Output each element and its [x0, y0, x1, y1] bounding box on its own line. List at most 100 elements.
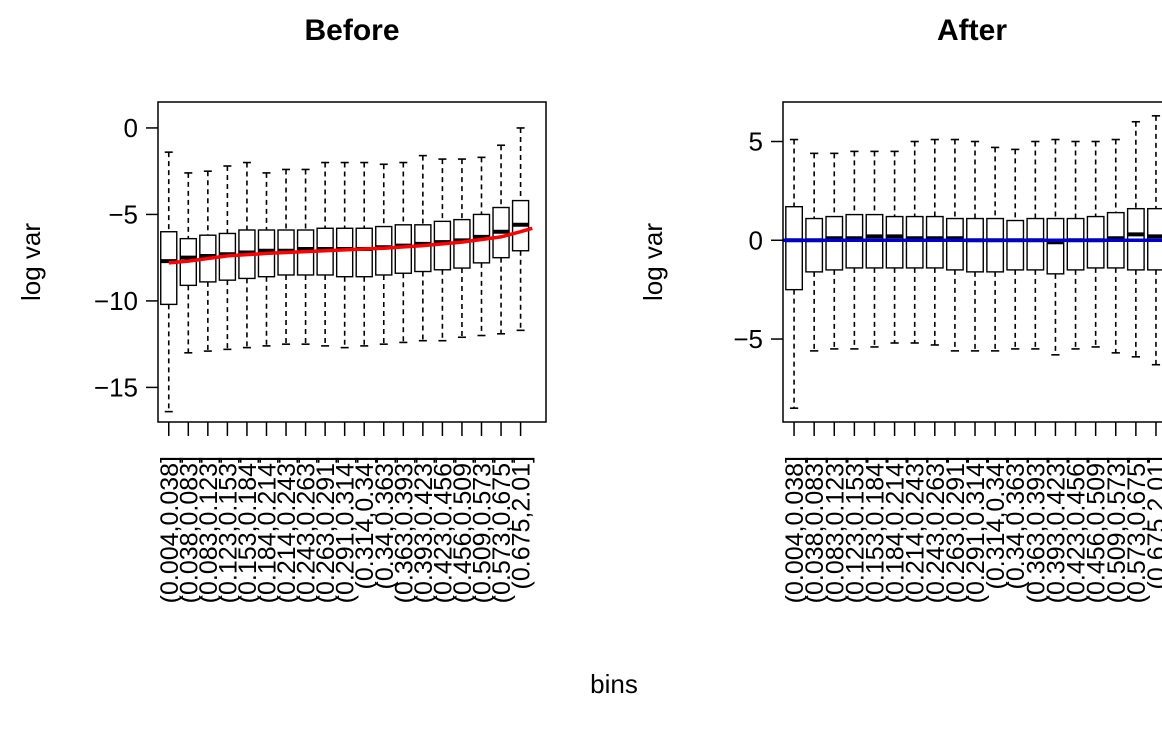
box-body — [1006, 219, 1025, 271]
x-tick-label: (0.243,0.263] — [293, 456, 321, 603]
y-tick-label: −5 — [733, 324, 763, 354]
x-tick-label: (0.243,0.263] — [922, 456, 950, 603]
shared-x-axis-label: bins — [590, 669, 638, 699]
y-tick-label: −5 — [108, 199, 138, 229]
box-7 — [905, 140, 924, 344]
x-tick-label: (0.083,0.123] — [821, 456, 849, 603]
box-17 — [472, 156, 491, 337]
chart-title: Before — [304, 14, 399, 47]
x-tick-label: (0.509,0.573] — [468, 456, 496, 603]
x-tick-label: (0.363,0.393] — [1022, 456, 1050, 603]
box-body — [986, 217, 1005, 273]
box-body — [1046, 217, 1065, 275]
x-tick-label: (0.038,0.083] — [801, 456, 829, 603]
y-tick-label: 5 — [749, 127, 763, 157]
x-tick-label: (0.038,0.083] — [175, 456, 203, 603]
x-tick-label: (0.456,0.509] — [449, 456, 477, 603]
y-tick-label: −10 — [94, 286, 138, 316]
box-body — [925, 215, 944, 269]
box-1 — [160, 151, 178, 413]
panel-before: Before log var 0 −5 −10 −15 (0.004,0.038](0.03… — [16, 14, 547, 603]
box-body — [355, 227, 373, 278]
box-2 — [805, 152, 824, 352]
x-tick-label: (0.123,0.153] — [214, 456, 242, 603]
plot-frame — [157, 101, 547, 423]
box-17 — [1106, 138, 1125, 354]
x-tick-label: (0.675,2.01] — [1143, 456, 1162, 589]
chart-title: After — [937, 14, 1007, 47]
box-body — [335, 227, 354, 278]
trend-line — [168, 226, 533, 265]
box-9 — [316, 161, 334, 347]
box-body — [825, 215, 844, 271]
x-tick-label: (0.509,0.573] — [1103, 456, 1131, 603]
box-11 — [986, 146, 1005, 352]
y-axis-label: log var — [16, 223, 46, 301]
x-tick-label: (0.123,0.153] — [841, 456, 869, 603]
plot-area — [783, 115, 1162, 409]
box-16 — [1086, 140, 1105, 348]
box-14 — [414, 154, 432, 342]
box-19 — [511, 127, 530, 332]
box-body — [966, 217, 984, 273]
x-tick-label: (0.263,0.291] — [312, 456, 340, 603]
box-body — [414, 224, 432, 273]
box-15 — [1066, 140, 1085, 350]
box-1 — [785, 138, 804, 409]
box-body — [1066, 217, 1085, 271]
x-tick-label: (0.004,0.038] — [781, 456, 809, 603]
box-9 — [945, 138, 964, 352]
x-tick-label: (0.153,0.184] — [234, 456, 262, 603]
box-2 — [179, 172, 198, 354]
x-tick-label: (0.004,0.038] — [156, 456, 184, 603]
x-tick-label: (0.573,0.675] — [1123, 456, 1151, 603]
x-tick-label: (0.314,0.34] — [351, 456, 379, 589]
x-tick-label: (0.291,0.314] — [332, 456, 360, 603]
box-13 — [1026, 140, 1045, 350]
x-tick-label: (0.573,0.675] — [488, 456, 516, 603]
y-tick-label: −15 — [94, 372, 138, 402]
y-tick-label: 0 — [124, 113, 138, 143]
y-tick-label: 0 — [749, 225, 763, 255]
box-11 — [355, 161, 373, 347]
x-tick-label: (0.675,2.01] — [508, 456, 536, 589]
box-body — [885, 215, 904, 269]
x-tick-label: (0.393,0.423] — [410, 456, 438, 603]
x-tick-label: (0.34,0.363] — [371, 456, 399, 589]
box-3 — [825, 152, 844, 350]
box-body — [945, 217, 964, 271]
box-13 — [394, 161, 413, 344]
x-tick-label: (0.184,0.214] — [253, 456, 281, 603]
x-tick-label: (0.363,0.393] — [390, 456, 418, 603]
box-14 — [1046, 138, 1065, 356]
box-body — [375, 225, 393, 276]
box-6 — [885, 150, 904, 344]
box-15 — [433, 158, 452, 342]
box-body — [160, 231, 178, 306]
box-12 — [375, 163, 393, 345]
box-body — [805, 217, 824, 273]
x-tick-label: (0.393,0.423] — [1042, 456, 1070, 603]
x-tick-label: (0.423,0.456] — [1063, 456, 1091, 603]
x-tick-label: (0.34,0.363] — [1002, 456, 1030, 589]
box-8 — [296, 168, 315, 345]
x-tick-label: (0.214,0.243] — [902, 456, 930, 603]
x-tick-label: (0.314,0.34] — [982, 456, 1010, 589]
box-16 — [453, 158, 471, 339]
plot-area — [160, 127, 533, 413]
x-tick-label: (0.291,0.314] — [962, 456, 990, 603]
x-tick-label: (0.184,0.214] — [882, 456, 910, 603]
box-8 — [925, 138, 944, 346]
box-body — [1026, 217, 1045, 271]
box-5 — [865, 150, 884, 348]
box-18 — [492, 144, 510, 335]
box-12 — [1006, 148, 1025, 350]
x-tick-label: (0.153,0.184] — [861, 456, 889, 603]
x-tick-label: (0.083,0.123] — [195, 456, 223, 603]
box-7 — [277, 168, 295, 345]
box-body — [905, 215, 924, 269]
x-tick-label: (0.214,0.243] — [273, 456, 301, 603]
box-10 — [335, 161, 354, 349]
x-tick-label: (0.423,0.456] — [429, 456, 457, 603]
